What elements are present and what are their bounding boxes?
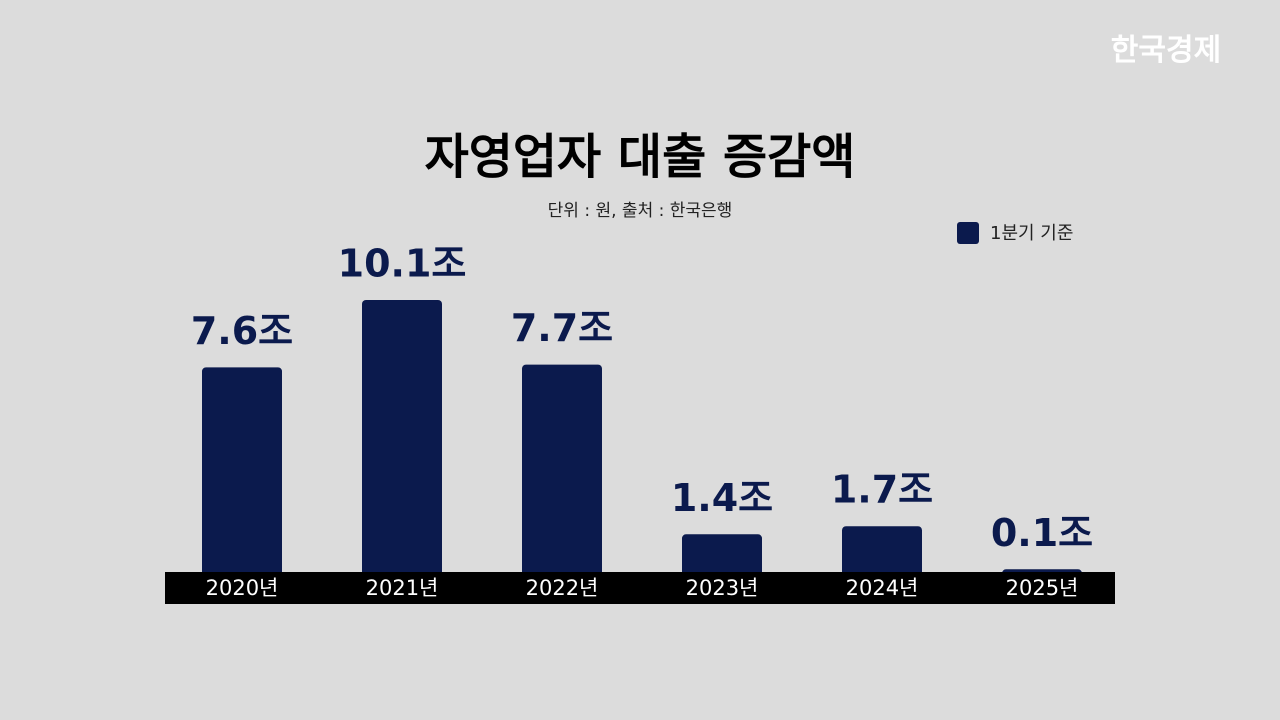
value-label: 7.7조 — [511, 306, 613, 350]
legend: 1분기 기준 — [957, 222, 1073, 244]
value-label: 1.7조 — [831, 468, 933, 512]
logo: 한국경제 — [1111, 33, 1221, 68]
value-label: 0.1조 — [991, 511, 1093, 555]
value-label: 10.1조 — [338, 242, 467, 286]
labels: 7.6조 2020년 10.1조 2021년 7.7조 2022년 1.4조 2023년 1.7… — [191, 242, 1093, 601]
x-tick-label: 2022년 — [526, 576, 599, 600]
bars — [202, 300, 1082, 582]
value-label: 7.6조 — [191, 309, 293, 353]
chart-subtitle: 단위 : 원, 출처 : 한국은행 — [548, 201, 733, 221]
bar — [522, 364, 602, 582]
legend-label: 1분기 기준 — [990, 223, 1073, 244]
x-tick-label: 2021년 — [366, 576, 439, 600]
x-tick-label: 2025년 — [1006, 576, 1079, 600]
bar — [362, 300, 442, 582]
legend-swatch — [957, 222, 979, 244]
x-tick-label: 2023년 — [686, 576, 759, 600]
value-label: 1.4조 — [671, 476, 773, 520]
bar — [842, 526, 922, 582]
category-band — [165, 572, 1115, 604]
chart-title: 자영업자 대출 증감액 — [425, 129, 856, 185]
bar — [682, 534, 762, 582]
bar — [202, 367, 282, 582]
x-tick-label: 2024년 — [846, 576, 919, 600]
x-tick-label: 2020년 — [206, 576, 279, 600]
